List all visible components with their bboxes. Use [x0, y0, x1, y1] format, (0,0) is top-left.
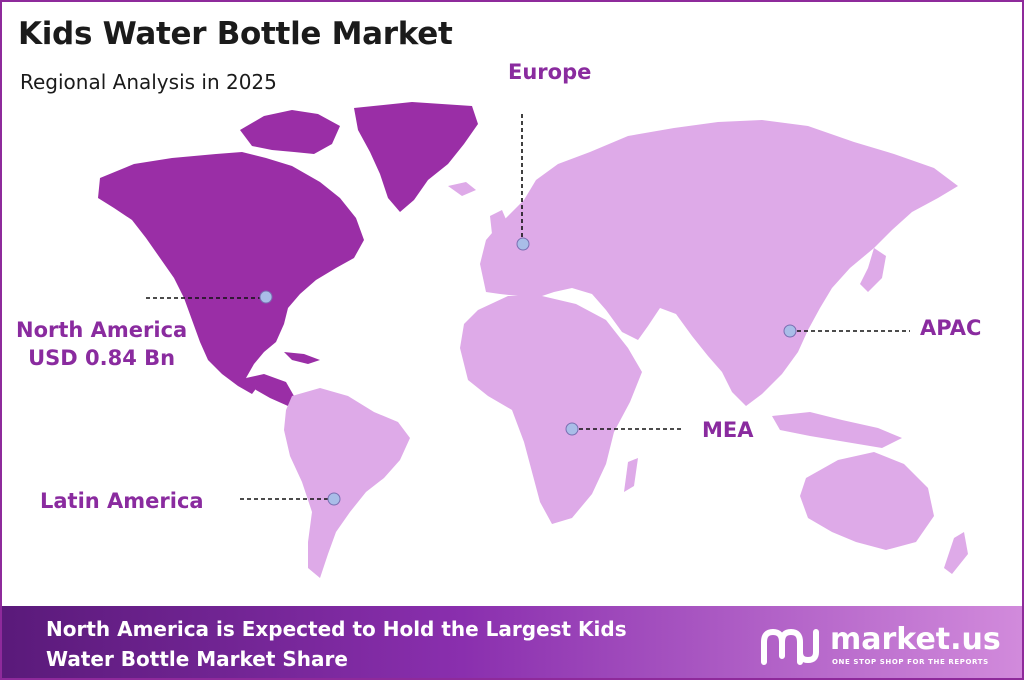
- page-title: Kids Water Bottle Market: [18, 16, 453, 52]
- north-america-shape: [98, 152, 364, 394]
- apac-marker: [783, 324, 797, 338]
- page-subtitle: Regional Analysis in 2025: [20, 70, 277, 94]
- apac-label: APAC: [920, 316, 982, 340]
- north-america-marker: [259, 290, 273, 304]
- logo-name: market.us: [830, 622, 1001, 657]
- new-zealand-shape: [944, 532, 968, 574]
- world-map: [98, 102, 968, 578]
- north-america-value: USD 0.84 Bn: [28, 346, 176, 370]
- north-america-label: North America USD 0.84 Bn: [16, 316, 187, 372]
- south-america-shape: [284, 388, 410, 578]
- eurasia-shape: [480, 120, 958, 406]
- central-america-shape: [246, 374, 294, 406]
- north-america-name: North America: [16, 318, 188, 342]
- brand-logo: market.us ONE STOP SHOP FOR THE REPORTS: [760, 622, 1010, 670]
- british-isles-shape: [490, 210, 508, 238]
- footer-line-1: North America is Expected to Hold the La…: [46, 617, 627, 641]
- logo-tagline: ONE STOP SHOP FOR THE REPORTS: [832, 658, 989, 666]
- madagascar-shape: [624, 458, 638, 492]
- mea-label: MEA: [702, 418, 754, 442]
- latin-america-label: Latin America: [40, 489, 204, 513]
- arctic-islands-shape: [240, 110, 340, 154]
- logo-icon: [761, 628, 819, 665]
- iceland-shape: [448, 182, 476, 196]
- mea-marker: [565, 422, 579, 436]
- latin-america-marker: [327, 492, 341, 506]
- africa-shape: [460, 296, 642, 524]
- caribbean-shape: [284, 352, 320, 364]
- europe-marker: [516, 237, 530, 251]
- japan-shape: [860, 248, 886, 292]
- greenland-shape: [354, 102, 478, 212]
- footer-banner: North America is Expected to Hold the La…: [2, 606, 1022, 678]
- footer-line-2: Water Bottle Market Share: [46, 647, 348, 671]
- indonesia-shape: [772, 412, 902, 448]
- australia-shape: [800, 452, 934, 550]
- europe-label: Europe: [508, 60, 592, 84]
- footer-statement: North America is Expected to Hold the La…: [46, 614, 686, 674]
